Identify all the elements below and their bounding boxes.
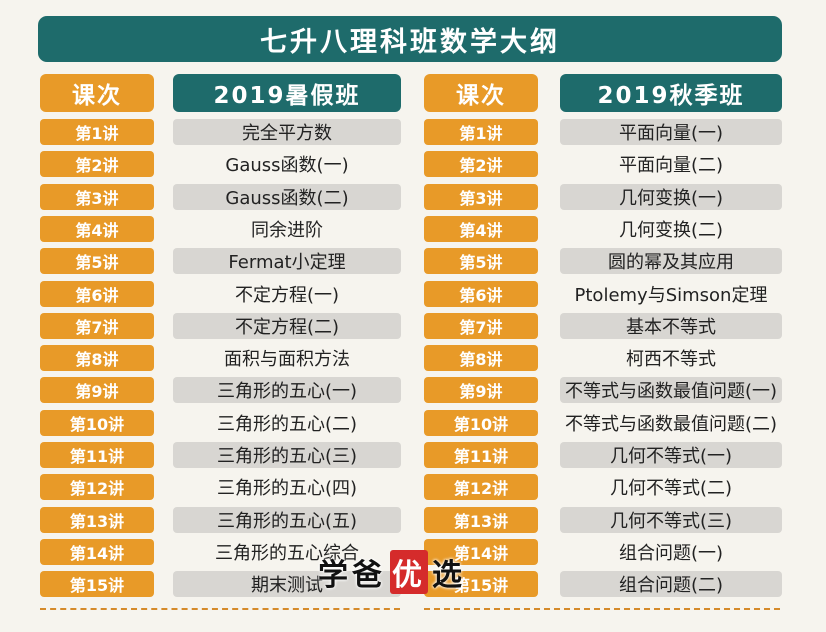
summer-topic: 三角形的五心(二): [216, 414, 358, 435]
autumn-lecture-label: 第10讲: [424, 410, 538, 436]
autumn-topic: 几何不等式(二): [609, 478, 733, 499]
autumn-lecture-label: 第5讲: [424, 248, 538, 274]
autumn-topic: 几何不等式(三): [560, 507, 782, 533]
summer-topic: 三角形的五心(三): [173, 442, 401, 468]
summer-lecture-label: 第4讲: [40, 216, 154, 242]
autumn-topic: 基本不等式: [560, 313, 782, 339]
watermark-highlight: 优: [390, 550, 428, 594]
summer-topic: 三角形的五心(五): [173, 507, 401, 533]
summer-topic: Gauss函数(二): [173, 184, 401, 210]
autumn-lecture-label: 第15讲: [424, 571, 538, 597]
summer-lecture-label: 第9讲: [40, 377, 154, 403]
autumn-lecture-label: 第1讲: [424, 119, 538, 145]
autumn-topic: 几何不等式(一): [560, 442, 782, 468]
autumn-topic: 组合问题(一): [618, 543, 724, 564]
summer-topic: 完全平方数: [173, 119, 401, 145]
summer-lecture-label: 第5讲: [40, 248, 154, 274]
summer-term-header: 2019暑假班: [173, 74, 401, 112]
autumn-topic: 平面向量(一): [560, 119, 782, 145]
watermark: 学爸优选: [318, 550, 466, 594]
summer-lecture-label: 第6讲: [40, 281, 154, 307]
autumn-topic: Ptolemy与Simson定理: [574, 285, 768, 306]
summer-topic: 同余进阶: [251, 220, 323, 241]
autumn-topic: 平面向量(二): [618, 155, 724, 176]
autumn-lecture-label: 第7讲: [424, 313, 538, 339]
divider-left: [40, 608, 400, 610]
watermark-text-pre: 学爸: [318, 558, 386, 593]
summer-topic: Fermat小定理: [173, 248, 401, 274]
autumn-lecture-label: 第13讲: [424, 507, 538, 533]
summer-topic: 期末测试: [173, 571, 401, 597]
summer-lecture-label: 第8讲: [40, 345, 154, 371]
summer-lecture-label: 第1讲: [40, 119, 154, 145]
autumn-lecture-label: 第3讲: [424, 184, 538, 210]
autumn-lecture-label: 第9讲: [424, 377, 538, 403]
summer-lesson-header: 课次: [40, 74, 154, 112]
autumn-topic: 不等式与函数最值问题(二): [564, 414, 778, 435]
summer-lecture-label: 第7讲: [40, 313, 154, 339]
autumn-term-header: 2019秋季班: [560, 74, 782, 112]
summer-topic: 三角形的五心(四): [216, 478, 358, 499]
summer-topic: 面积与面积方法: [224, 349, 350, 370]
autumn-topic: 柯西不等式: [626, 349, 716, 370]
autumn-lecture-label: 第8讲: [424, 345, 538, 371]
page-title: 七升八理科班数学大纲: [38, 16, 782, 62]
summer-topic: 三角形的五心综合: [215, 543, 359, 564]
autumn-lecture-label: 第6讲: [424, 281, 538, 307]
autumn-topic: 几何变换(二): [618, 220, 724, 241]
autumn-topic: 几何变换(一): [560, 184, 782, 210]
autumn-lecture-label: 第12讲: [424, 474, 538, 500]
summer-lecture-label: 第11讲: [40, 442, 154, 468]
autumn-lecture-label: 第4讲: [424, 216, 538, 242]
summer-lecture-label: 第15讲: [40, 571, 154, 597]
autumn-lecture-label: 第11讲: [424, 442, 538, 468]
divider-right: [424, 608, 780, 610]
autumn-topic: 圆的幂及其应用: [560, 248, 782, 274]
summer-topic: Gauss函数(一): [225, 155, 349, 176]
summer-topic: 不定方程(二): [173, 313, 401, 339]
autumn-topic: 不等式与函数最值问题(一): [560, 377, 782, 403]
summer-lecture-label: 第10讲: [40, 410, 154, 436]
autumn-lecture-label: 第2讲: [424, 151, 538, 177]
autumn-topic: 组合问题(二): [560, 571, 782, 597]
watermark-text-post: 选: [432, 558, 466, 593]
summer-lecture-label: 第14讲: [40, 539, 154, 565]
summer-lecture-label: 第13讲: [40, 507, 154, 533]
summer-lecture-label: 第3讲: [40, 184, 154, 210]
summer-topic: 不定方程(一): [234, 285, 340, 306]
summer-topic: 三角形的五心(一): [173, 377, 401, 403]
autumn-lesson-header: 课次: [424, 74, 538, 112]
autumn-lecture-label: 第14讲: [424, 539, 538, 565]
summer-lecture-label: 第12讲: [40, 474, 154, 500]
summer-lecture-label: 第2讲: [40, 151, 154, 177]
